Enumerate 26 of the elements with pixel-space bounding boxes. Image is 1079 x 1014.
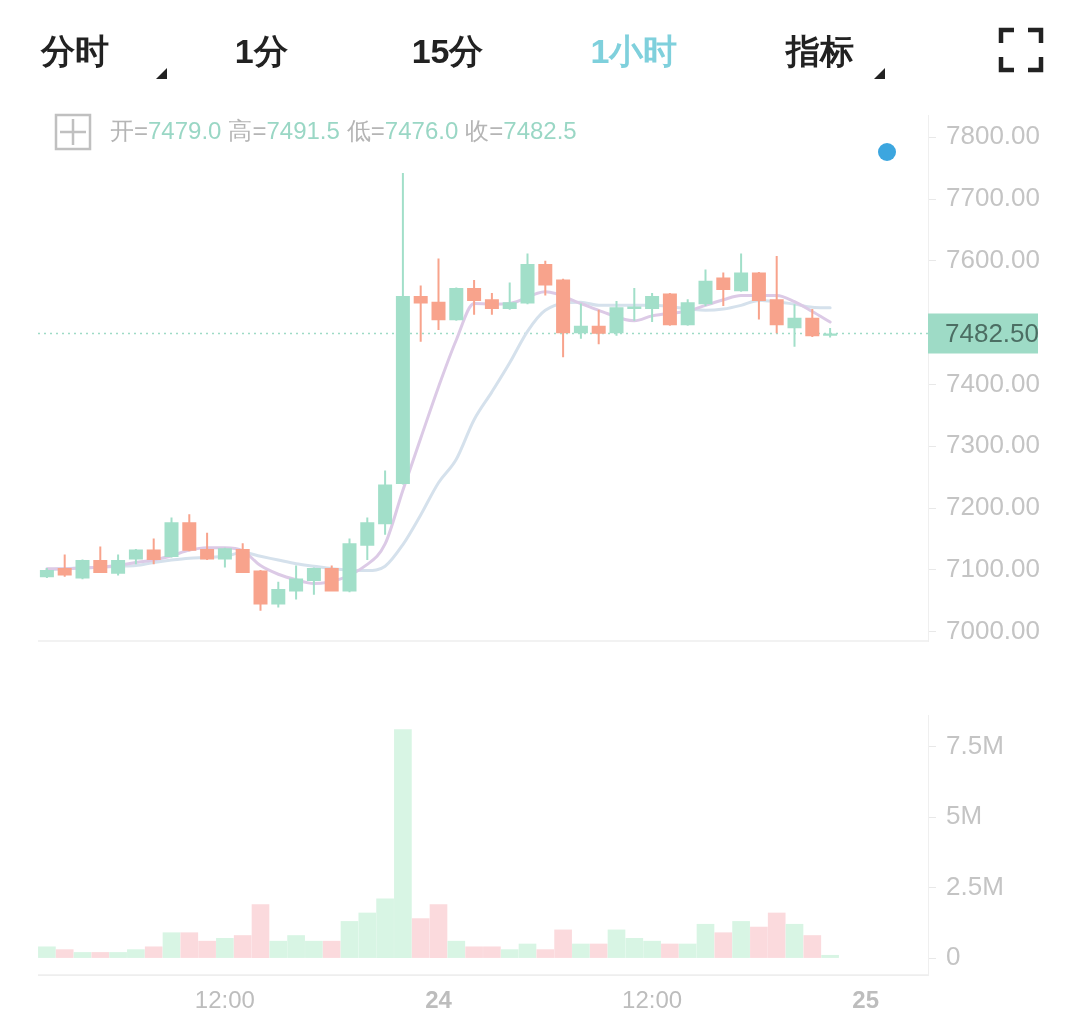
y-tick-label: 7000.00 <box>946 614 1040 645</box>
x-tick-label: 24 <box>425 986 453 1014</box>
y-tick-label: 7200.00 <box>946 491 1040 522</box>
ref-line-label: 7482.50 <box>945 317 1039 348</box>
x-tick-label: 25 <box>852 986 880 1014</box>
text: 1分 <box>234 31 288 72</box>
y-tick-label: 2.5M <box>946 870 1004 901</box>
y-tick-label: 7100.00 <box>946 553 1040 584</box>
annotation: 收=7482.5 <box>465 117 577 144</box>
x-tick-label: 12:00 <box>622 986 683 1014</box>
annotation: 高=7491.5 <box>228 117 340 144</box>
text: 15分 <box>411 31 484 72</box>
y-tick-label: 7700.00 <box>946 182 1040 213</box>
y-tick-label: 7400.00 <box>946 367 1040 398</box>
annotation: 开=7479.0 <box>110 117 222 144</box>
y-tick-label: 5M <box>946 800 983 831</box>
y-tick-label: 7600.00 <box>946 244 1040 275</box>
x-tick-label: 12:00 <box>194 986 255 1014</box>
y-tick-label: 7800.00 <box>946 120 1040 151</box>
y-tick-label: 7300.00 <box>946 429 1040 460</box>
text: 1小时 <box>590 31 678 72</box>
annotation: 低=7476.0 <box>346 117 459 144</box>
text: 分时 <box>41 31 109 72</box>
y-tick-label: 7.5M <box>946 729 1004 760</box>
text: 指标 <box>786 31 855 72</box>
y-tick-label: 0 <box>946 941 961 972</box>
